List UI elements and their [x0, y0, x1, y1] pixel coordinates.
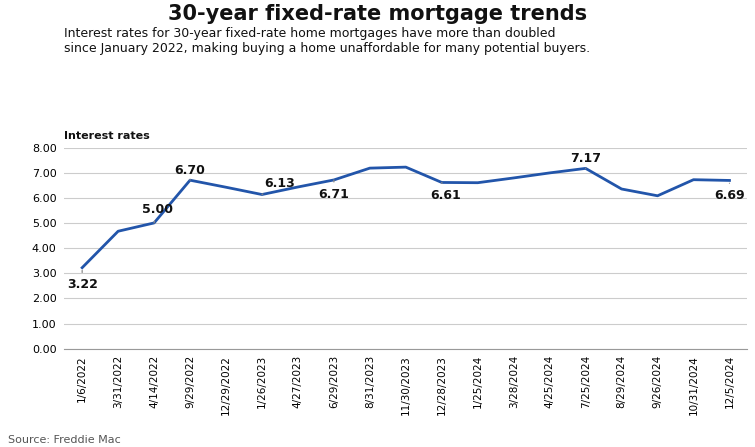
- Text: Source: Freddie Mac: Source: Freddie Mac: [8, 435, 120, 445]
- Text: 5.00: 5.00: [142, 202, 173, 223]
- Text: 7.17: 7.17: [570, 152, 601, 169]
- Text: 6.69: 6.69: [714, 183, 744, 202]
- Text: Interest rates: Interest rates: [64, 131, 150, 141]
- Text: since January 2022, making buying a home unaffordable for many potential buyers.: since January 2022, making buying a home…: [64, 42, 590, 55]
- Text: 3.22: 3.22: [66, 270, 97, 291]
- Text: Interest rates for 30-year fixed-rate home mortgages have more than doubled: Interest rates for 30-year fixed-rate ho…: [64, 27, 556, 40]
- Text: 6.71: 6.71: [319, 180, 350, 201]
- Text: 6.13: 6.13: [262, 177, 295, 194]
- Text: 6.61: 6.61: [430, 182, 461, 202]
- Text: 30-year fixed-rate mortgage trends: 30-year fixed-rate mortgage trends: [168, 4, 587, 25]
- Text: 6.70: 6.70: [174, 164, 205, 180]
